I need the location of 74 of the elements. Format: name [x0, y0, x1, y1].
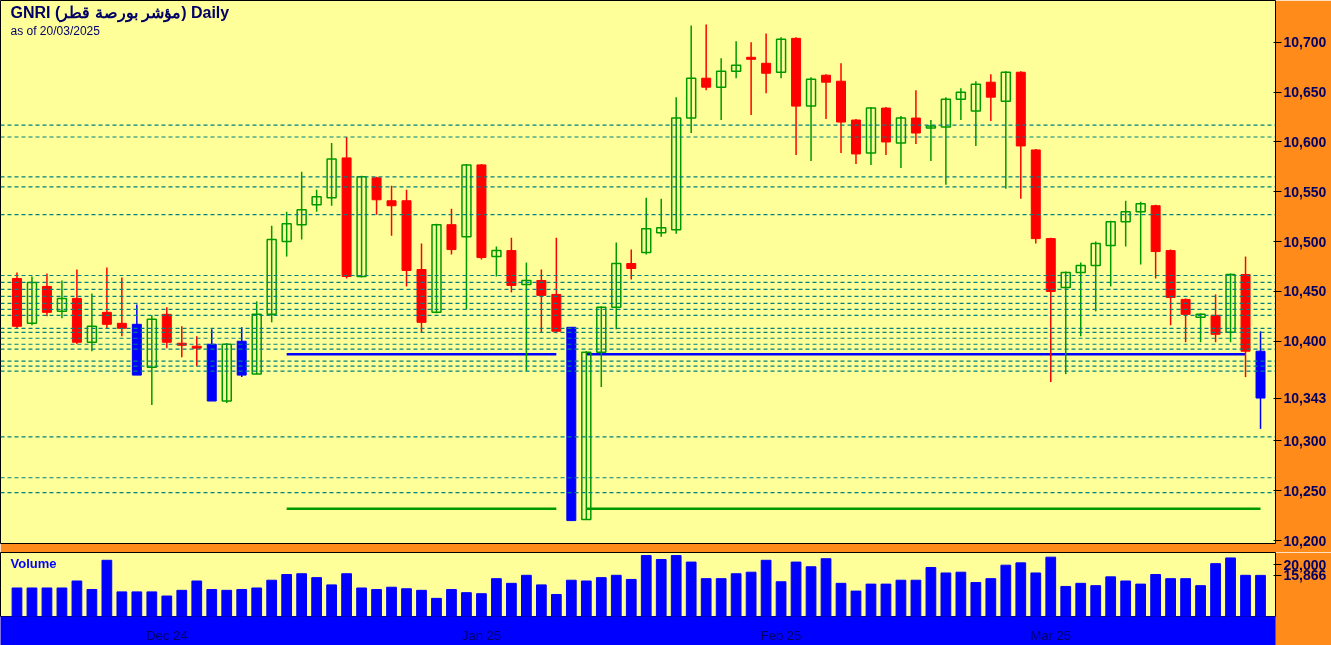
candlestick — [1060, 270, 1071, 375]
candlestick — [56, 279, 68, 320]
y-tick-label: 10,400 — [1283, 333, 1327, 350]
candlestick — [296, 171, 307, 241]
x-tick-label: Feb 25 — [760, 627, 802, 643]
candlestick — [431, 222, 442, 315]
candlestick — [1075, 261, 1086, 338]
candlestick — [281, 210, 292, 258]
candlestick — [386, 185, 397, 237]
x-tick-label: Dec 24 — [146, 627, 188, 643]
candlestick — [955, 87, 967, 121]
candlestick — [326, 142, 337, 207]
candlestick — [670, 96, 682, 235]
candlestick — [761, 32, 772, 94]
y-tick-label: 10,650 — [1283, 84, 1327, 101]
candlestick — [191, 335, 202, 367]
candlestick — [1135, 201, 1146, 266]
candlestick — [685, 24, 697, 134]
candlestick — [641, 197, 652, 256]
candlestick — [371, 176, 382, 216]
y-tick-label: 10,500 — [1283, 233, 1327, 250]
candlestick — [805, 76, 817, 162]
chart-title: GNRI (مؤشر بورصة قطر) Daily — [10, 3, 230, 23]
candlestick — [1000, 70, 1012, 190]
y-tick-label: 10,200 — [1283, 532, 1327, 549]
candlestick — [86, 292, 98, 352]
candlestick — [266, 224, 277, 324]
candlestick — [730, 40, 742, 79]
candlestick — [895, 115, 907, 169]
candlestick — [596, 305, 607, 388]
candlestick — [1120, 200, 1131, 248]
candlestick — [746, 41, 757, 116]
y-tick-label: 10,700 — [1283, 34, 1327, 51]
candlestick — [1210, 293, 1221, 343]
candlestick — [1090, 240, 1101, 313]
candlestick — [101, 266, 112, 330]
candlestick — [701, 23, 712, 91]
candlestick — [821, 73, 832, 120]
candlestick — [1180, 297, 1191, 343]
y-tick-label: 10,343 — [1283, 390, 1327, 407]
candlestick — [1225, 272, 1236, 343]
y-tick-label: 10,250 — [1283, 482, 1327, 499]
x-tick-label: Jan 25 — [461, 627, 501, 643]
candlestick — [251, 300, 262, 375]
candlestick — [311, 189, 322, 213]
candlestick — [940, 96, 952, 186]
candlestick — [925, 119, 937, 162]
candlestick — [146, 314, 158, 406]
candlestick — [1195, 312, 1206, 343]
y-tick-label: 10,300 — [1283, 432, 1327, 449]
candlestick — [970, 80, 982, 147]
candlestick — [1105, 219, 1116, 288]
y-tick-label: 10,450 — [1283, 283, 1327, 300]
candlestick — [26, 275, 38, 327]
candlestick — [775, 36, 787, 79]
x-tick-label: Mar 25 — [1030, 627, 1071, 643]
candlestick — [655, 198, 667, 238]
candlestick — [865, 106, 877, 166]
chart-title: Volume — [10, 555, 57, 571]
candlestick — [536, 268, 547, 334]
candlestick — [356, 175, 367, 279]
text: as of 20/03/2025 — [10, 23, 101, 38]
candlestick — [116, 276, 127, 338]
y-tick-label: 10,600 — [1283, 133, 1327, 150]
candlestick — [521, 261, 532, 372]
y-tick-label: 10,550 — [1283, 183, 1327, 200]
candlestick — [611, 241, 622, 331]
candlestick — [910, 89, 921, 145]
candlestick — [715, 57, 727, 121]
candlestick — [461, 163, 472, 311]
candlestick — [626, 248, 637, 281]
candlestick — [985, 73, 996, 122]
candlestick — [221, 342, 232, 404]
candlestick — [491, 245, 502, 278]
